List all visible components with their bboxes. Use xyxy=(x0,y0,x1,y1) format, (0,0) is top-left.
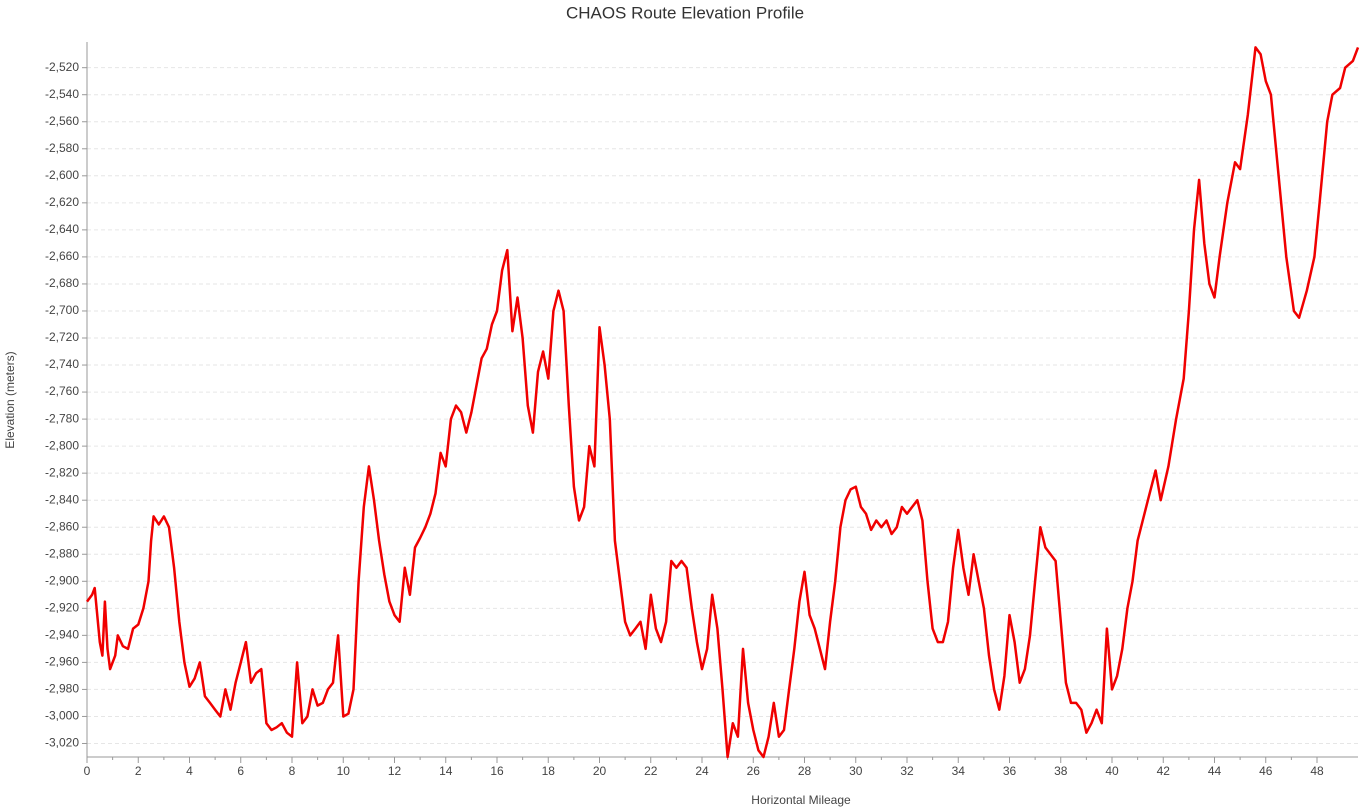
x-tick-label: 0 xyxy=(84,764,91,778)
x-tick-label: 42 xyxy=(1157,764,1171,778)
y-tick-label: -2,920 xyxy=(45,600,79,614)
x-tick-label: 26 xyxy=(747,764,761,778)
y-tick-label: -2,820 xyxy=(45,465,79,479)
chart-title: CHAOS Route Elevation Profile xyxy=(566,3,804,22)
elevation-line xyxy=(86,46,1360,759)
y-tick-label: -2,620 xyxy=(45,195,79,209)
y-tick-label: -2,740 xyxy=(45,357,79,371)
y-tick-label: -2,800 xyxy=(45,438,79,452)
x-tick-label: 48 xyxy=(1310,764,1324,778)
y-tick-label: -2,840 xyxy=(45,492,79,506)
y-tick-label: -2,880 xyxy=(45,546,79,560)
y-tick-label: -2,940 xyxy=(45,628,79,642)
y-tick-label: -2,860 xyxy=(45,519,79,533)
y-tick-label: -2,660 xyxy=(45,249,79,263)
x-tick-label: 28 xyxy=(798,764,812,778)
x-tick-label: 2 xyxy=(135,764,142,778)
y-tick-label: -2,580 xyxy=(45,141,79,155)
x-tick-label: 10 xyxy=(337,764,351,778)
x-tick-label: 8 xyxy=(289,764,296,778)
x-tick-label: 24 xyxy=(695,764,709,778)
y-tick-label: -2,640 xyxy=(45,222,79,236)
y-tick-label: -2,960 xyxy=(45,655,79,669)
y-tick-label: -2,760 xyxy=(45,384,79,398)
y-tick-label: -2,540 xyxy=(45,87,79,101)
y-tick-label: -2,980 xyxy=(45,682,79,696)
y-tick-label: -2,700 xyxy=(45,303,79,317)
y-tick-label: -3,020 xyxy=(45,736,79,750)
x-tick-label: 32 xyxy=(900,764,914,778)
x-tick-label: 40 xyxy=(1105,764,1119,778)
y-axis-label: Elevation (meters) xyxy=(3,351,17,448)
y-tick-label: -2,560 xyxy=(45,114,79,128)
x-tick-label: 30 xyxy=(849,764,863,778)
y-tick-label: -2,600 xyxy=(45,168,79,182)
y-tick-label: -2,900 xyxy=(45,573,79,587)
x-tick-label: 34 xyxy=(952,764,966,778)
x-tick-label: 12 xyxy=(388,764,402,778)
x-tick-label: 38 xyxy=(1054,764,1068,778)
x-tick-label: 14 xyxy=(439,764,453,778)
y-tick-label: -3,000 xyxy=(45,709,79,723)
x-tick-label: 4 xyxy=(186,764,193,778)
y-tick-label: -2,780 xyxy=(45,411,79,425)
x-tick-label: 22 xyxy=(644,764,658,778)
x-tick-label: 16 xyxy=(490,764,504,778)
x-tick-label: 46 xyxy=(1259,764,1273,778)
y-tick-label: -2,520 xyxy=(45,60,79,74)
x-tick-label: 36 xyxy=(1003,764,1017,778)
x-tick-label: 20 xyxy=(593,764,607,778)
x-tick-label: 44 xyxy=(1208,764,1222,778)
y-tick-label: -2,680 xyxy=(45,276,79,290)
x-tick-label: 6 xyxy=(237,764,244,778)
y-tick-label: -2,720 xyxy=(45,330,79,344)
x-tick-label: 18 xyxy=(542,764,556,778)
x-axis-label: Horizontal Mileage xyxy=(751,793,851,807)
